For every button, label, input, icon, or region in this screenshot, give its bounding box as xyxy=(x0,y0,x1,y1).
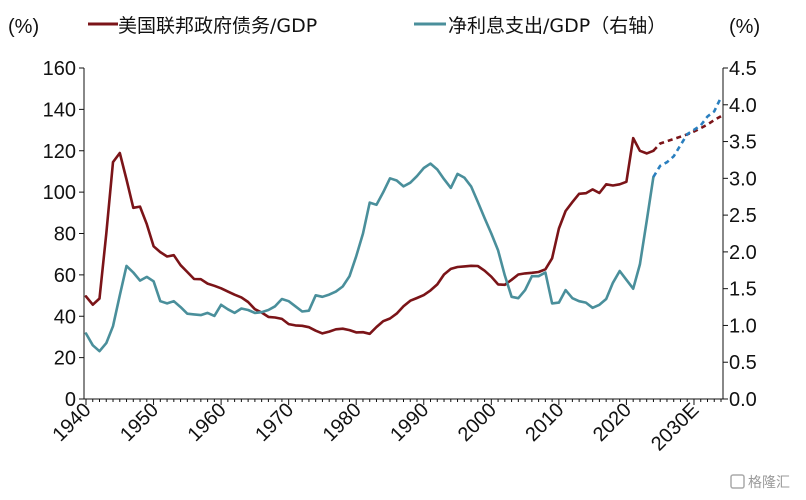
right-tick-label: 0.0 xyxy=(729,389,757,411)
x-tick-label: 2030E xyxy=(647,399,703,455)
x-tick-label: 1980 xyxy=(319,399,366,446)
x-tick-label: 1960 xyxy=(184,399,231,446)
left-tick-label: 120 xyxy=(43,141,76,163)
series-projection-line-1 xyxy=(652,96,723,178)
x-tick-label: 2000 xyxy=(454,399,501,446)
x-tick-label: 1990 xyxy=(386,399,433,446)
right-tick-label: 1.0 xyxy=(729,315,757,337)
left-axis-unit: (%) xyxy=(8,16,39,38)
left-tick-label: 40 xyxy=(54,306,76,328)
series-line-1 xyxy=(84,162,655,353)
watermark-text: 格隆汇 xyxy=(748,475,790,491)
plot-area xyxy=(84,96,723,353)
left-tick-label: 160 xyxy=(43,58,76,80)
x-tick-label: 1940 xyxy=(49,399,96,446)
right-tick-label: 0.5 xyxy=(729,352,757,374)
left-tick-label: 80 xyxy=(54,224,76,246)
left-tick-label: 100 xyxy=(43,182,76,204)
x-tick-label: 1970 xyxy=(251,399,298,446)
watermark: 格隆汇 xyxy=(730,474,790,491)
left-tick-label: 20 xyxy=(54,348,76,370)
x-tick-label: 2010 xyxy=(521,399,568,446)
right-tick-label: 4.5 xyxy=(729,58,757,80)
series-line-0 xyxy=(84,136,655,336)
right-tick-label: 1.5 xyxy=(729,279,757,301)
legend-label-debt: 美国联邦政府债务/GDP xyxy=(118,15,317,37)
axes: 0 20 40 60 80 100 120 140 160 0.0 0.5 1.0 1.5 2.0 2.5 3… xyxy=(43,58,757,455)
left-tick-label: 140 xyxy=(43,99,76,121)
right-tick-label: 2.0 xyxy=(729,242,757,264)
legend-label-interest: 净利息支出/GDP（右轴） xyxy=(448,15,666,37)
x-tick-label: 2020 xyxy=(589,399,636,446)
left-tick-label: 0 xyxy=(65,389,76,411)
right-tick-label: 3.5 xyxy=(729,132,757,154)
x-tick-label: 1950 xyxy=(116,399,163,446)
left-tick-label: 60 xyxy=(54,265,76,287)
right-tick-label: 2.5 xyxy=(729,205,757,227)
right-tick-label: 4.0 xyxy=(729,95,757,117)
right-tick-label: 3.0 xyxy=(729,168,757,190)
right-axis-unit: (%) xyxy=(729,16,760,38)
watermark-logo-icon xyxy=(730,474,745,489)
legend: (%) 美国联邦政府债务/GDP 净利息支出/GDP（右轴） (%) xyxy=(8,15,760,38)
